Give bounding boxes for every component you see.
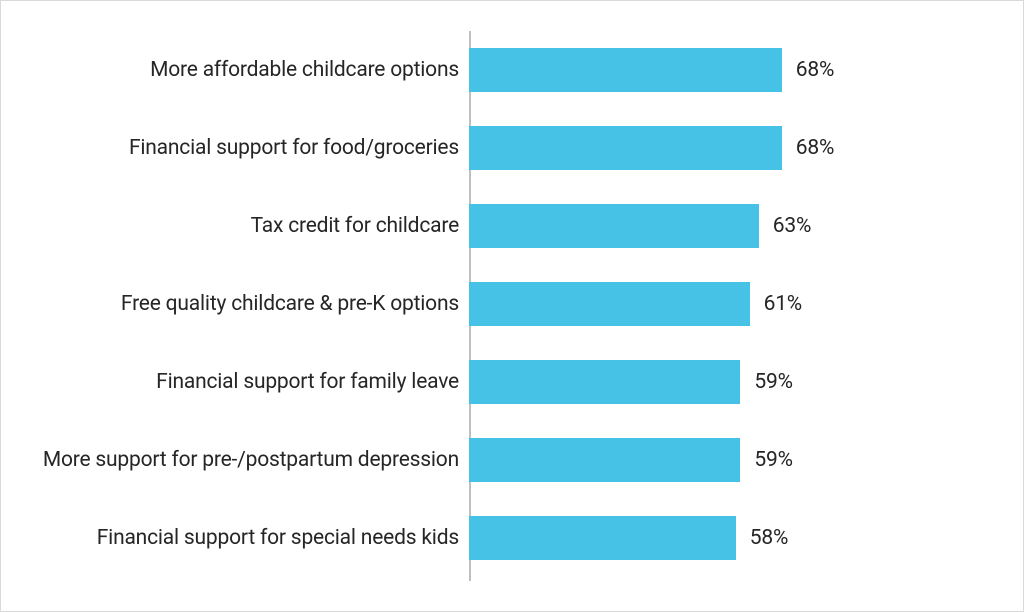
bar-value: 59%: [754, 370, 792, 394]
bar-chart: More affordable childcare options 68% Fi…: [0, 0, 1024, 612]
bar-label: Financial support for family leave: [31, 370, 469, 394]
bar-label: Tax credit for childcare: [31, 214, 469, 238]
bar-fill: [469, 516, 736, 560]
bar-row: Tax credit for childcare 63%: [31, 187, 993, 265]
bar-value: 68%: [796, 58, 834, 82]
bar-track: 68%: [469, 109, 993, 187]
bar-label: More support for pre-/postpartum depress…: [31, 448, 469, 472]
bar-value: 59%: [754, 448, 792, 472]
bar-value: 68%: [796, 136, 834, 160]
bar-row: More affordable childcare options 68%: [31, 31, 993, 109]
bar-fill: [469, 438, 740, 482]
bar-value: 63%: [773, 214, 811, 238]
bar-fill: [469, 204, 759, 248]
bar-row: More support for pre-/postpartum depress…: [31, 421, 993, 499]
bar-label: Financial support for special needs kids: [31, 526, 469, 550]
bar-fill: [469, 48, 782, 92]
bar-track: 61%: [469, 265, 993, 343]
bar-row: Free quality childcare & pre-K options 6…: [31, 265, 993, 343]
bar-row: Financial support for food/groceries 68%: [31, 109, 993, 187]
bar-label: Free quality childcare & pre-K options: [31, 292, 469, 316]
bar-track: 59%: [469, 421, 993, 499]
bar-value: 61%: [764, 292, 802, 316]
bar-track: 59%: [469, 343, 993, 421]
bar-track: 58%: [469, 499, 993, 577]
bar-track: 63%: [469, 187, 993, 265]
bar-value: 58%: [750, 526, 788, 550]
bar-track: 68%: [469, 31, 993, 109]
bar-fill: [469, 360, 740, 404]
bar-row: Financial support for special needs kids…: [31, 499, 993, 577]
bar-label: Financial support for food/groceries: [31, 136, 469, 160]
bar-fill: [469, 282, 750, 326]
bar-label: More affordable childcare options: [31, 58, 469, 82]
chart-area: More affordable childcare options 68% Fi…: [31, 31, 993, 581]
bar-fill: [469, 126, 782, 170]
bar-row: Financial support for family leave 59%: [31, 343, 993, 421]
